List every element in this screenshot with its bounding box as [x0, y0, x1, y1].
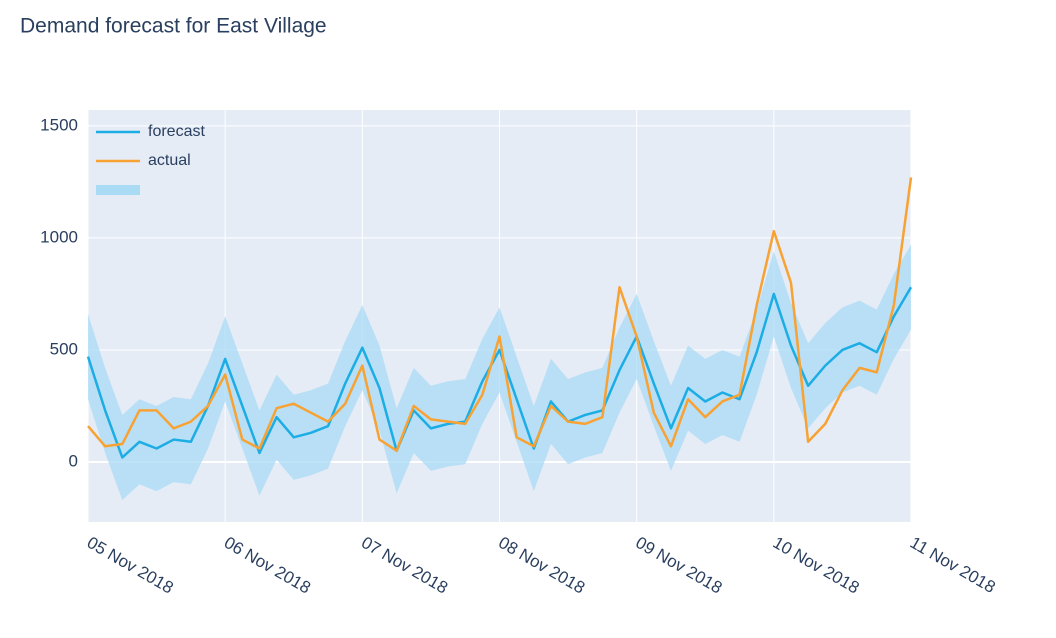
y-tick-label: 1500: [40, 115, 78, 134]
x-tick-label: 07 Nov 2018: [358, 533, 451, 598]
chart-title: Demand forecast for East Village: [20, 15, 327, 38]
x-tick-label: 11 Nov 2018: [907, 533, 999, 597]
legend-label: actual: [148, 152, 191, 169]
y-tick-label: 1000: [40, 227, 78, 246]
x-tick-label: 08 Nov 2018: [495, 533, 588, 598]
x-tick-label: 06 Nov 2018: [221, 533, 314, 598]
x-tick-label: 09 Nov 2018: [632, 533, 725, 598]
legend-label: forecast: [148, 123, 205, 140]
x-tick-label: 05 Nov 2018: [84, 533, 177, 598]
line: [87, 177, 913, 453]
legend-swatch: [96, 185, 140, 195]
x-tick-label: 10 Nov 2018: [770, 533, 863, 598]
y-tick-label: 0: [69, 451, 78, 470]
legend: forecast actual: [96, 123, 205, 195]
y-tick-label: 500: [50, 339, 78, 358]
line: [86, 286, 913, 459]
